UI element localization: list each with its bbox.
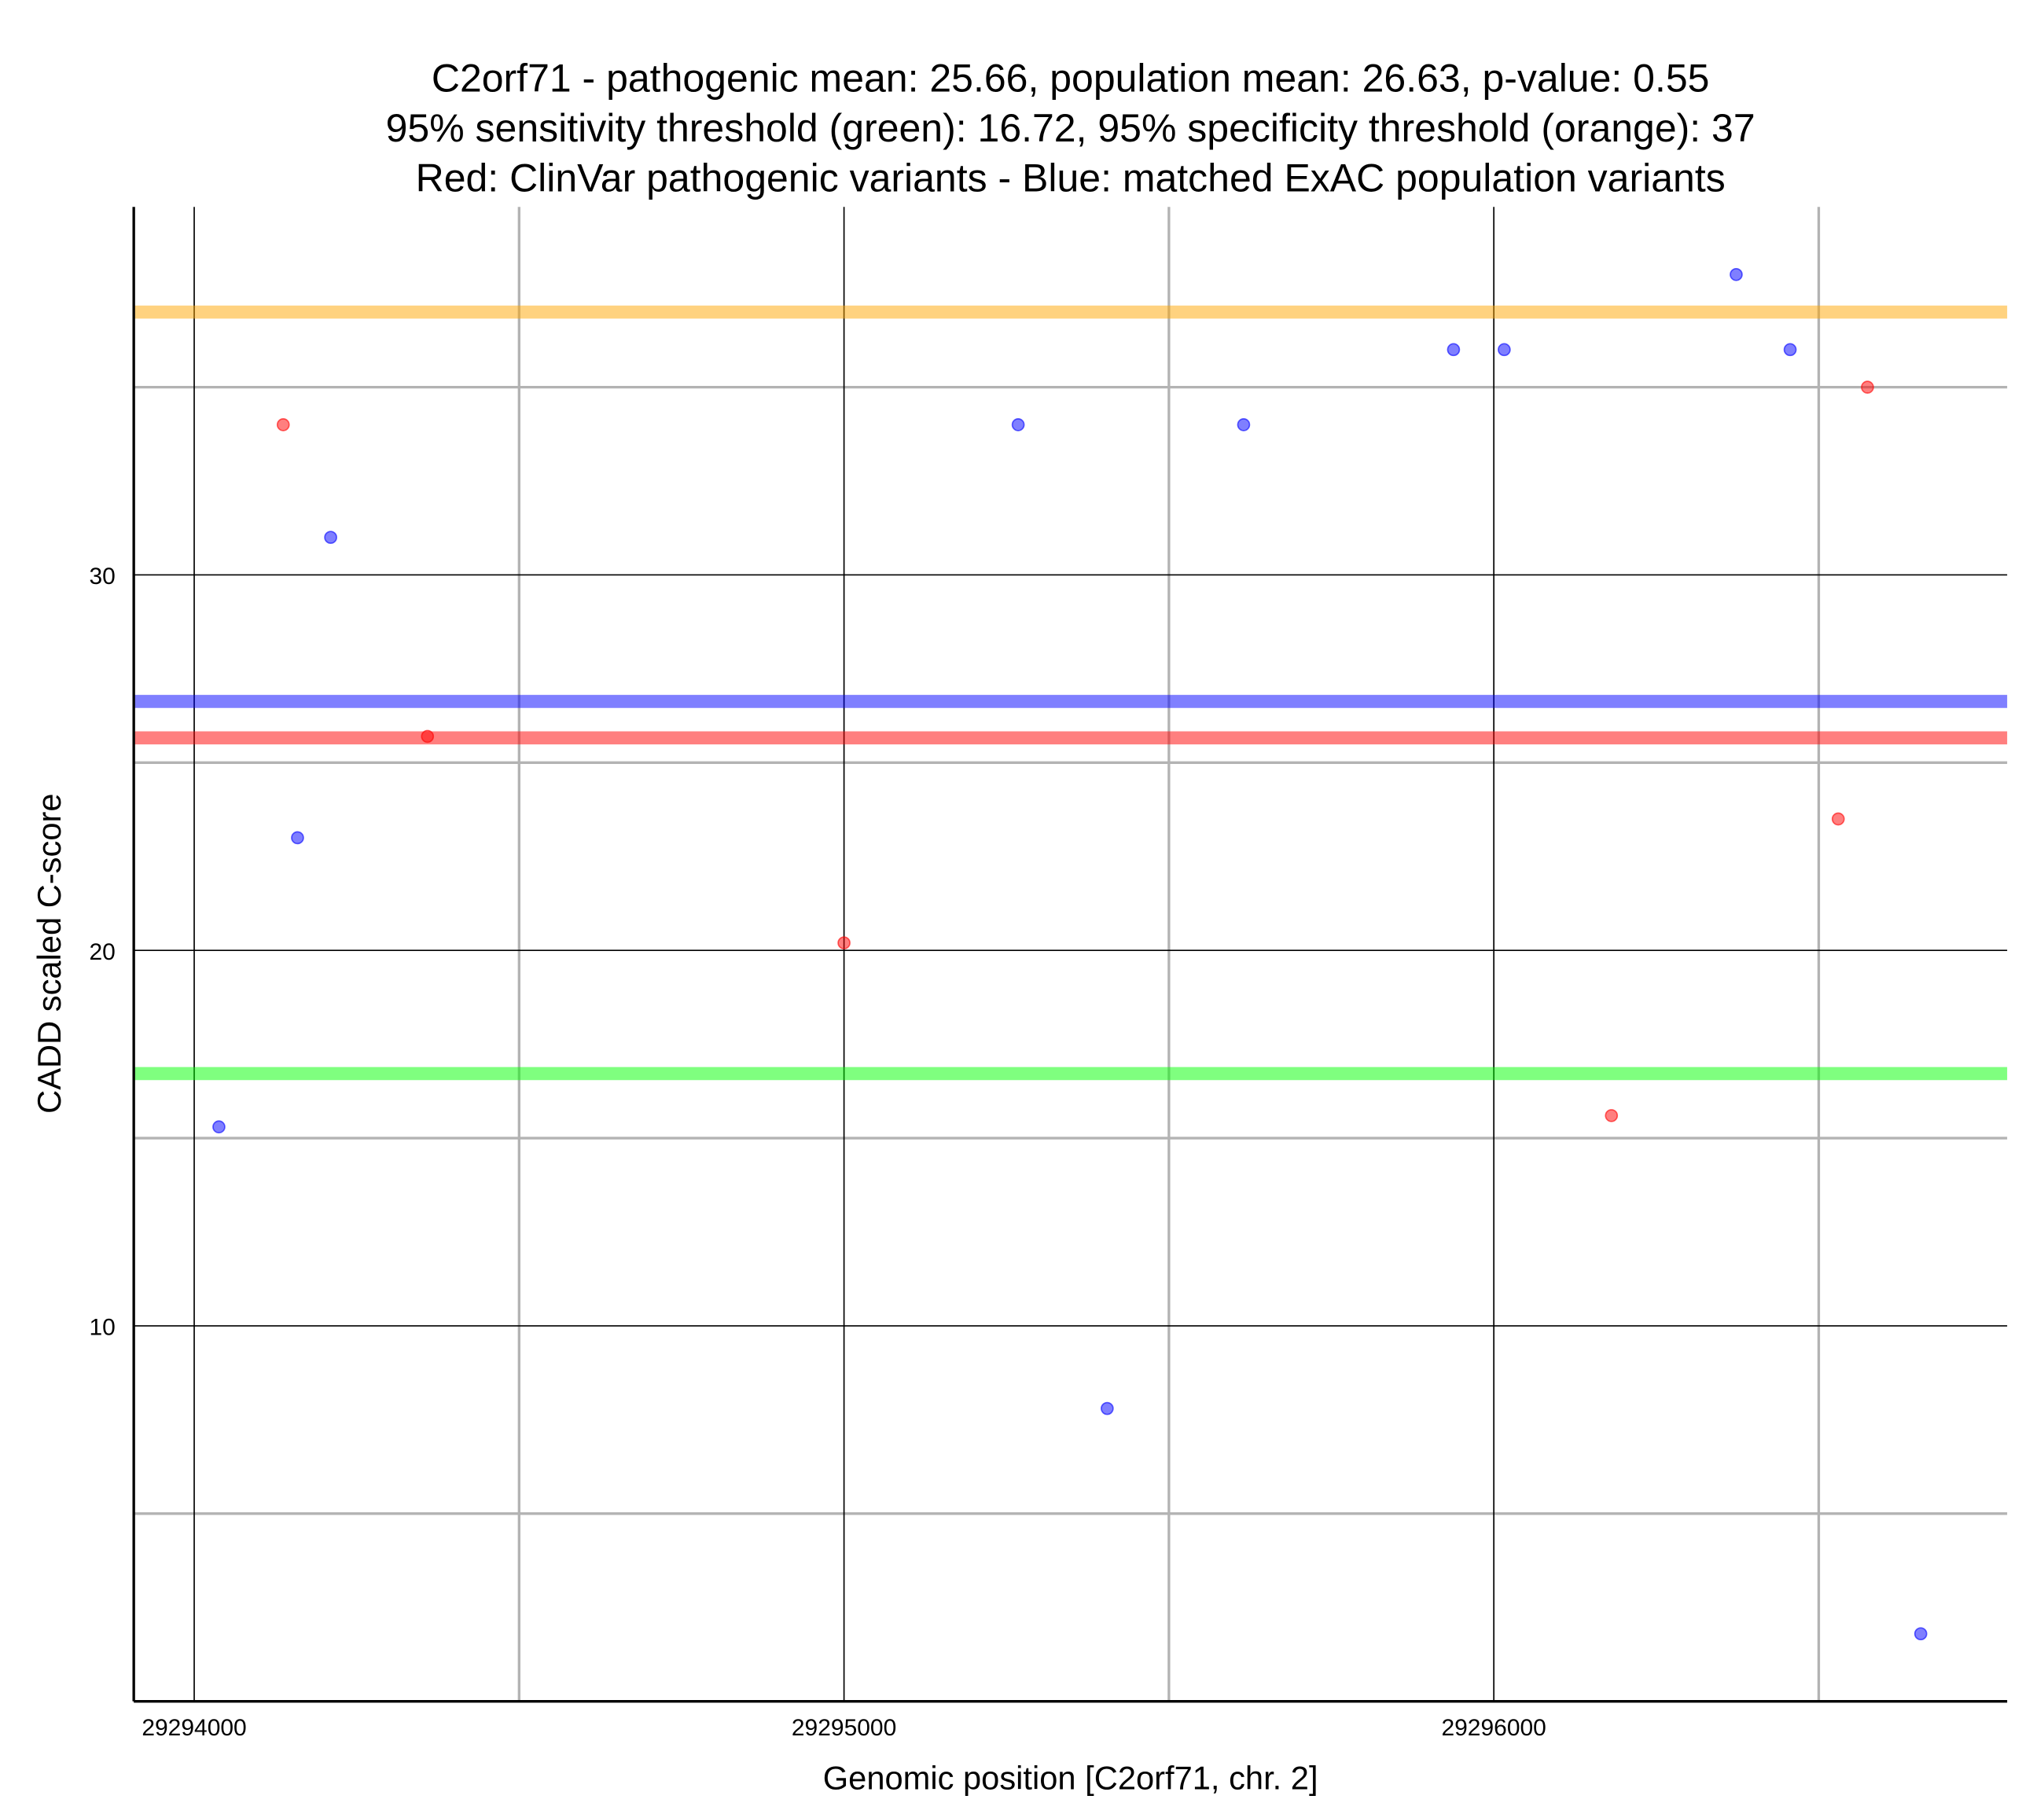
- y-tick-label: 10: [89, 1315, 115, 1341]
- y-tick-label: 20: [89, 939, 115, 965]
- pathogenic-point: [276, 418, 290, 431]
- x-tick-label: 29296000: [1441, 1715, 1546, 1741]
- population-point: [1913, 1627, 1928, 1641]
- pathogenic-point: [421, 729, 435, 744]
- pathogenic-point: [1831, 812, 1845, 826]
- chart-title-line-2: 95% sensitivity threshold (green): 16.72…: [386, 106, 1755, 150]
- chart-title-line-3: Red: ClinVar pathogenic variants - Blue:…: [416, 156, 1726, 200]
- population-point: [1101, 1401, 1114, 1416]
- population-point: [1237, 418, 1251, 431]
- chart-title-line-1: C2orf71 - pathogenic mean: 25.66, popula…: [432, 57, 1710, 101]
- y-tick-label: 30: [89, 564, 115, 589]
- x-tick-label: 29295000: [792, 1715, 896, 1741]
- data-points: [212, 267, 1928, 1641]
- pathogenic-point: [1605, 1109, 1619, 1122]
- y-axis-label: CADD scaled C-score: [31, 793, 68, 1113]
- population-point: [1498, 343, 1511, 357]
- population-point: [1730, 267, 1743, 281]
- population-point: [212, 1120, 226, 1134]
- x-axis-label: Genomic position [C2orf71, chr. 2]: [823, 1759, 1318, 1796]
- pathogenic-point: [837, 936, 851, 949]
- pathogenic-point: [1861, 380, 1874, 394]
- x-tick-label: 29294000: [142, 1715, 246, 1741]
- population-point: [324, 531, 337, 545]
- tick-labels: 29294000 29295000 29296000 10 20 30: [89, 564, 1546, 1741]
- population-point: [291, 831, 304, 845]
- grid: [134, 207, 2008, 1702]
- population-point: [1783, 343, 1797, 357]
- population-point: [1447, 343, 1461, 357]
- population-point: [1011, 418, 1025, 431]
- threshold-lines: [134, 305, 2008, 1081]
